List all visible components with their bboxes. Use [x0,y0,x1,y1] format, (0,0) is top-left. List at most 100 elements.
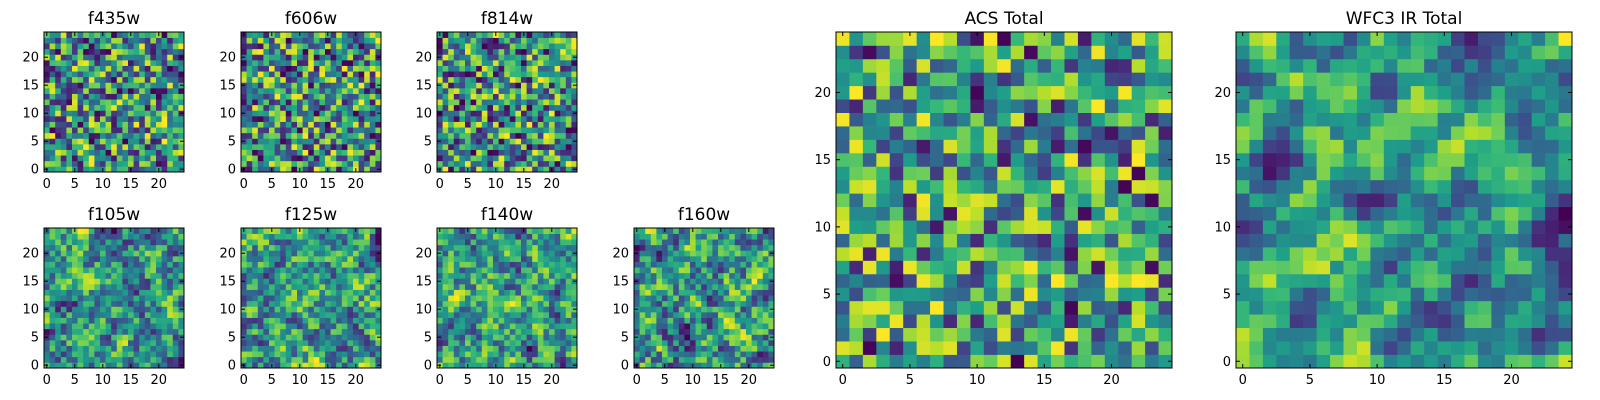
heatmap-cell [375,127,382,134]
heatmap-cell [280,278,287,285]
heatmap-cell [341,166,348,173]
heatmap-cell [751,323,758,330]
y-tick-label: 15 [22,275,39,290]
heatmap-cell [83,149,90,156]
heatmap-cell [729,239,736,246]
heatmap-cell [549,250,555,257]
heatmap-cell [336,121,343,128]
heatmap-cell [139,138,146,145]
heatmap-cell [701,295,708,302]
heatmap-cell [1051,179,1065,194]
heatmap-cell [645,334,652,341]
heatmap-cell [60,233,67,240]
heatmap-cell [459,328,466,335]
heatmap-cell [375,295,382,302]
heatmap-cell [465,60,471,66]
heatmap-cell [876,300,891,315]
heatmap-cell [515,233,522,240]
heatmap-cell [263,48,270,55]
heatmap-cell [144,261,151,268]
heatmap-cell [302,160,309,167]
heatmap-cell [459,71,466,78]
heatmap-cell [178,71,185,78]
heatmap-cell [504,289,511,296]
heatmap-cell [302,82,309,89]
heatmap-cell [297,233,303,240]
heatmap-cell [645,340,652,346]
heatmap-cell [291,267,298,274]
heatmap-cell [128,37,134,44]
heatmap-cell [448,76,455,83]
heatmap-cell [678,362,685,369]
heatmap-cell [504,121,511,128]
heatmap-cell [465,317,471,324]
heatmap-cell [549,239,555,246]
heatmap-cell [161,289,168,296]
heatmap-cell [49,323,56,330]
heatmap-cell [139,356,146,363]
heatmap-cell [470,334,477,341]
heatmap-cell [532,32,539,38]
heatmap-cell [560,76,567,83]
heatmap-cell [116,138,123,145]
heatmap-cell [88,88,95,94]
heatmap-cell [325,295,331,302]
heatmap-cell [718,233,724,240]
heatmap-cell [956,152,971,167]
heatmap-cell [269,104,275,111]
heatmap-cell [280,328,287,335]
heatmap-cell [723,340,730,346]
heatmap-cell [369,250,376,257]
heatmap-cell [128,71,134,78]
heatmap-cell [476,110,483,117]
heatmap-cell [319,250,326,257]
heatmap-cell [560,65,567,72]
heatmap-cell [44,76,50,83]
heatmap-cell [453,362,460,369]
heatmap-cell [639,306,646,313]
heatmap-cell [133,239,140,246]
heatmap-cell [77,127,84,134]
heatmap-cell [325,60,331,66]
heatmap-cell [521,110,527,117]
heatmap-cell [543,300,550,307]
heatmap-cell [493,144,499,150]
heatmap-cell [662,345,668,352]
heatmap-cell [347,48,354,55]
heatmap-cell [330,244,337,251]
heatmap-cell [274,32,281,38]
heatmap-cell [77,267,84,274]
heatmap-cell [459,76,466,83]
heatmap-cell [509,228,516,234]
heatmap-cell [252,93,259,100]
heatmap-cell [325,250,331,257]
heatmap-cell [353,149,359,156]
heatmap-cell [565,160,572,167]
heatmap-cell [684,306,691,313]
heatmap-cell [673,228,680,234]
heatmap-cell [139,317,146,324]
heatmap-cell [762,351,769,358]
heatmap-cell [504,48,511,55]
heatmap-cell [943,300,958,315]
heatmap-cell [347,250,354,257]
heatmap-cell [448,239,455,246]
heatmap-cell [116,306,123,313]
heatmap-cell [178,328,185,335]
heatmap-cell [515,76,522,83]
heatmap-cell [656,233,663,240]
heatmap-cell [565,65,572,72]
heatmap-cell [100,312,106,318]
heatmap-cell [122,48,129,55]
heatmap-cell [903,273,917,288]
heatmap-cell [139,244,146,251]
heatmap-cell [308,82,315,89]
heatmap-cell [453,132,460,139]
heatmap-cell [656,261,663,268]
heatmap-cell [509,362,516,369]
heatmap-cell [493,239,499,246]
heatmap-cell [128,250,134,257]
heatmap-cell [83,43,90,50]
heatmap-cell [1104,206,1119,221]
